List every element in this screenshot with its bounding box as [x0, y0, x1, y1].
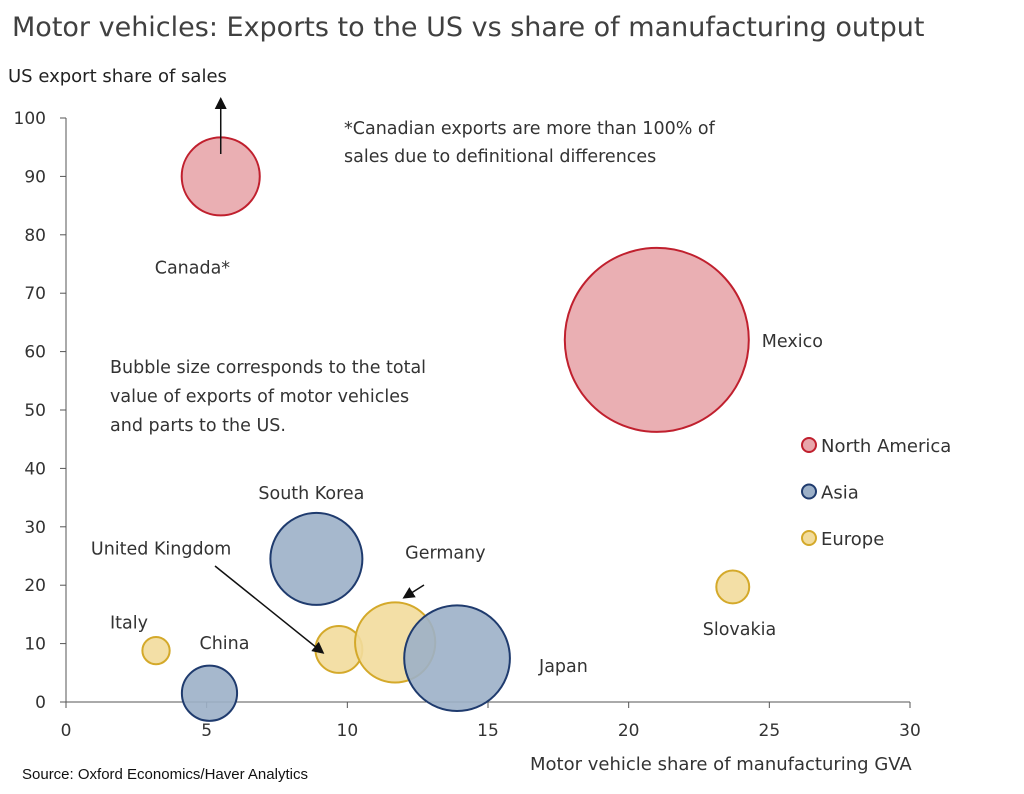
y-tick-label: 80 — [24, 226, 46, 246]
label-japan: Japan — [538, 657, 588, 677]
y-tick-label: 20 — [24, 576, 46, 596]
label-canada: Canada* — [155, 258, 231, 278]
bubble-south-korea — [269, 511, 364, 606]
bubble-japan — [403, 604, 511, 713]
x-tick-label: 10 — [337, 721, 359, 741]
bubble-italy — [141, 635, 171, 666]
label-south-korea: South Korea — [258, 484, 364, 504]
x-tick-label: 30 — [899, 721, 921, 741]
y-tick-label: 100 — [14, 109, 46, 129]
y-tick-label: 40 — [24, 459, 46, 479]
label-mexico: Mexico — [762, 332, 823, 352]
bubble-china — [180, 664, 239, 722]
x-tick-label: 0 — [61, 721, 72, 741]
x-tick-label: 5 — [201, 721, 212, 741]
chart-title: Motor vehicles: Exports to the US vs sha… — [12, 12, 925, 43]
x-tick-label: 20 — [618, 721, 640, 741]
label-germany: Germany — [405, 543, 485, 563]
legend-label-north-america: North America — [821, 436, 951, 457]
canada-footnote-line: sales due to definitional differences — [344, 147, 656, 167]
y-tick-label: 50 — [24, 401, 46, 421]
y-tick-label: 70 — [24, 284, 46, 304]
y-tick-label: 60 — [24, 343, 46, 363]
y-tick-label: 90 — [24, 167, 46, 187]
y-tick-label: 0 — [35, 693, 46, 713]
axes: 0 10 20 30 40 50 60 70 80 90 100 0 5 10 15 20 25 30 — [14, 109, 921, 741]
label-italy: Italy — [110, 614, 148, 634]
bubble-size-note-line: Bubble size corresponds to the total — [110, 358, 426, 378]
y-axis-label: US export share of sales — [8, 66, 227, 87]
uk-pointer-arrow — [214, 565, 325, 654]
y-tick-label: 30 — [24, 518, 46, 538]
legend-label-asia: Asia — [821, 483, 859, 504]
label-slovakia: Slovakia — [703, 620, 776, 640]
legend-marker-north-america — [801, 437, 817, 453]
germany-pointer-arrow — [402, 584, 425, 599]
source-note: Source: Oxford Economics/Haver Analytics — [22, 766, 308, 783]
y-tick-label: 10 — [24, 635, 46, 655]
legend-label-europe: Europe — [821, 529, 884, 550]
bubble-mexico — [563, 246, 750, 433]
canada-footnote-line: *Canadian exports are more than 100% of — [344, 119, 716, 139]
label-united-kingdom: United Kingdom — [91, 539, 231, 559]
legend: North America Asia Europe — [801, 436, 951, 550]
bubble-labels: Canada* Mexico South Korea Japan China German… — [91, 258, 823, 677]
x-tick-label: 15 — [477, 721, 499, 741]
bubble-size-note-line: value of exports of motor vehicles — [110, 387, 409, 407]
annotations: *Canadian exports are more than 100% of s… — [110, 97, 716, 654]
label-china: China — [199, 634, 249, 654]
legend-marker-europe — [801, 530, 817, 546]
x-axis-label: Motor vehicle share of manufacturing GVA — [530, 754, 912, 775]
bubble-size-note-line: and parts to the US. — [110, 416, 286, 436]
bubble-slovakia — [715, 569, 751, 605]
bubbles — [141, 136, 751, 722]
x-tick-label: 25 — [759, 721, 781, 741]
legend-marker-asia — [801, 483, 817, 500]
